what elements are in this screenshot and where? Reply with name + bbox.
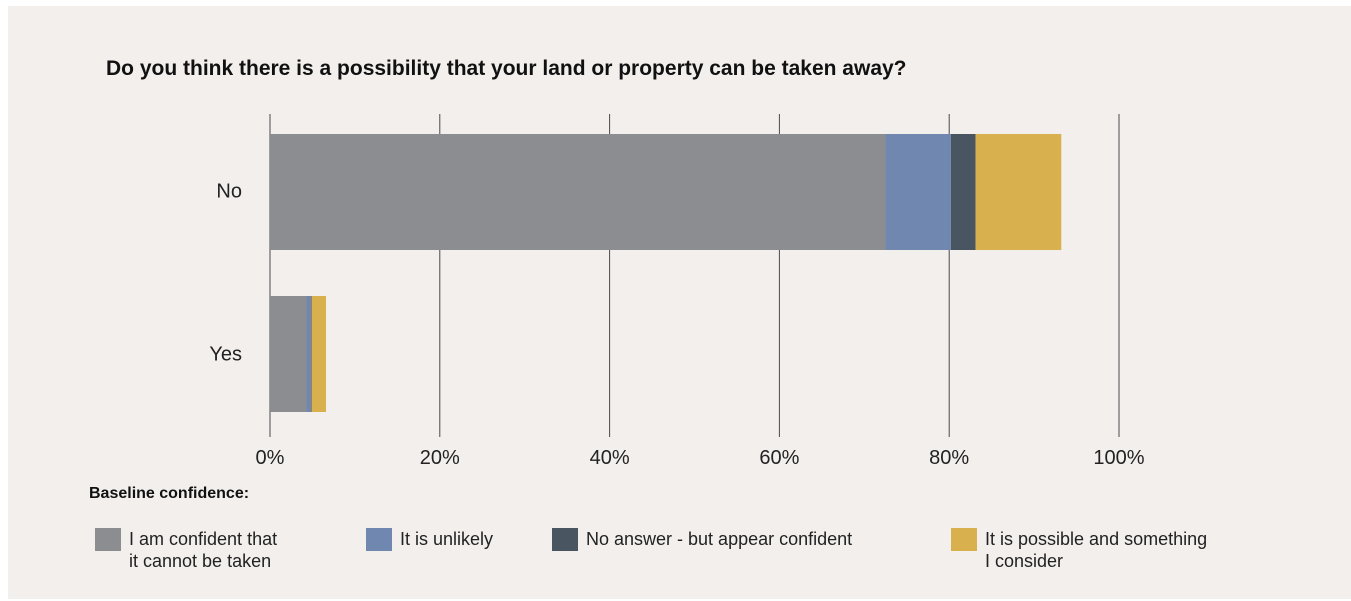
legend-item: No answer - but appear confident	[552, 528, 852, 551]
bar-segment	[270, 296, 307, 412]
legend-label: No answer - but appear confident	[586, 529, 853, 549]
legend-label: I am confident that it cannot be taken	[129, 529, 278, 571]
legend-swatch	[366, 528, 392, 551]
legend-item: I am confident that it cannot be taken	[95, 528, 277, 572]
bar-segment	[306, 296, 311, 412]
chart-title: Do you think there is a possibility that…	[106, 57, 907, 80]
legend-label: It is unlikely	[400, 529, 494, 549]
category-label: Yes	[209, 343, 242, 365]
x-tick-label: 40%	[590, 447, 630, 469]
bar-segment	[270, 134, 886, 250]
x-tick-label: 60%	[759, 447, 799, 469]
category-label: No	[216, 180, 242, 202]
legend-swatch	[552, 528, 578, 551]
bar-segment	[950, 134, 976, 250]
legend-title: Baseline confidence:	[89, 485, 250, 502]
bar-segment	[885, 134, 951, 250]
legend-swatch	[951, 528, 977, 551]
legend-item: It is unlikely	[366, 528, 493, 551]
x-tick-label: 100%	[1093, 447, 1144, 469]
legend-swatch	[95, 528, 121, 551]
bar-segment	[310, 296, 312, 412]
x-tick-label: 0%	[256, 447, 285, 469]
chart-panel	[8, 6, 1351, 599]
legend-label: It is possible and something I consider	[985, 529, 1208, 571]
x-tick-label: 80%	[929, 447, 969, 469]
x-tick-label: 20%	[420, 447, 460, 469]
bar-segment	[975, 134, 1062, 250]
bar-segment	[311, 296, 327, 412]
legend-item: It is possible and something I consider	[951, 528, 1207, 572]
